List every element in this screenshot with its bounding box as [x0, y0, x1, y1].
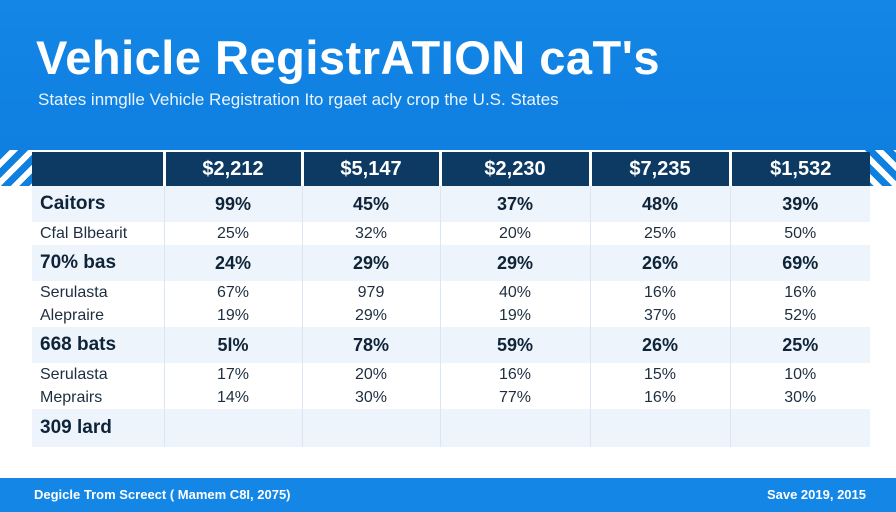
table-cell: 29% — [439, 245, 590, 281]
table-cell: 37% — [589, 304, 730, 327]
table-cell: 25% — [729, 327, 870, 363]
table-cell: 59% — [439, 327, 590, 363]
table-cell: 25% — [589, 222, 730, 245]
table-cell — [439, 409, 590, 447]
table-cell: 26% — [589, 327, 730, 363]
table-cell — [301, 409, 440, 447]
table-cell: 24% — [163, 245, 302, 281]
table-row: Caitors 99% 45% 37% 48% 39% — [32, 186, 870, 222]
table-cell: 52% — [729, 304, 870, 327]
table-cell: 40% — [439, 281, 590, 304]
footer-bar: Degicle Trom Screect ( Mamem C8I, 2075) … — [0, 478, 896, 512]
column-header: $5,147 — [300, 152, 440, 186]
decorative-stripe-left — [0, 150, 32, 186]
table-header-row: $2,212 $5,147 $2,230 $7,235 $1,532 — [32, 152, 870, 186]
table-cell — [163, 409, 302, 447]
row-label: Serulasta — [32, 363, 164, 386]
table-cell: 17% — [163, 363, 302, 386]
table-cell: 15% — [589, 363, 730, 386]
page-subtitle: States inmglle Vehicle Registration Ito … — [38, 90, 559, 109]
column-header: $2,212 — [162, 152, 302, 186]
table-row: Alepraire 19% 29% 19% 37% 52% — [32, 304, 870, 327]
table-cell: 10% — [729, 363, 870, 386]
table-cell: 77% — [439, 386, 590, 409]
row-label: Alepraire — [32, 304, 164, 327]
row-label: Caitors — [32, 186, 164, 222]
table-row: Serulasta 67% 979 40% 16% 16% — [32, 281, 870, 304]
table-row: 70% bas 24% 29% 29% 26% 69% — [32, 245, 870, 281]
table-cell: 26% — [589, 245, 730, 281]
column-header: $7,235 — [588, 152, 730, 186]
table-cell: 50% — [729, 222, 870, 245]
table-cell: 37% — [439, 186, 590, 222]
footer-date: Save 2019, 2015 — [766, 487, 866, 502]
table-cell — [729, 409, 870, 447]
row-label: 70% bas — [32, 245, 164, 281]
table-cell: 29% — [301, 304, 440, 327]
table-cell: 78% — [301, 327, 440, 363]
table-cell: 16% — [729, 281, 870, 304]
row-label: 668 bats — [32, 327, 164, 363]
table-cell: 39% — [729, 186, 870, 222]
table-row: Cfal Blbearit 25% 32% 20% 25% 50% — [32, 222, 870, 245]
row-label: Serulasta — [32, 281, 164, 304]
table-cell: 16% — [439, 363, 590, 386]
table-cell: 45% — [301, 186, 440, 222]
table-cell: 16% — [589, 281, 730, 304]
header-banner: Vehicle RegistrATION caT's States inmgll… — [0, 0, 896, 150]
table-cell: 30% — [729, 386, 870, 409]
table-cell — [589, 409, 730, 447]
table-cell: 69% — [729, 245, 870, 281]
table-row: Meprairs 14% 30% 77% 16% 30% — [32, 386, 870, 409]
table-cell: 25% — [163, 222, 302, 245]
table-cell: 48% — [589, 186, 730, 222]
table-cell: 67% — [163, 281, 302, 304]
footer-source: Degicle Trom Screect ( Mamem C8I, 2075) — [34, 487, 291, 502]
table-cell: 19% — [163, 304, 302, 327]
table-cell: 29% — [301, 245, 440, 281]
row-label: Cfal Blbearit — [32, 222, 164, 245]
table-cell: 30% — [301, 386, 440, 409]
table-row: 309 lard — [32, 409, 870, 447]
row-label: Meprairs — [32, 386, 164, 409]
column-header: $1,532 — [728, 152, 870, 186]
row-label: 309 lard — [32, 409, 164, 447]
page-title: Vehicle RegistrATION caT's — [36, 31, 661, 84]
table-cell: 20% — [301, 363, 440, 386]
table-row: 668 bats 5l% 78% 59% 26% 25% — [32, 327, 870, 363]
table-cell: 5l% — [163, 327, 302, 363]
table-cell: 14% — [163, 386, 302, 409]
table-cell: 32% — [301, 222, 440, 245]
table-cell: 20% — [439, 222, 590, 245]
column-header: $2,230 — [438, 152, 590, 186]
table-cell: 16% — [589, 386, 730, 409]
table-cell: 19% — [439, 304, 590, 327]
table-body: Caitors 99% 45% 37% 48% 39% Cfal Blbearit 25% 32… — [32, 186, 870, 447]
table-cell: 979 — [301, 281, 440, 304]
registration-table-area: $2,212 $5,147 $2,230 $7,235 $1,532 Caitors 99… — [32, 152, 870, 468]
table-cell: 99% — [163, 186, 302, 222]
registration-table: $2,212 $5,147 $2,230 $7,235 $1,532 Caitors 99… — [32, 152, 870, 447]
column-header-blank — [32, 152, 164, 186]
table-row: Serulasta 17% 20% 16% 15% 10% — [32, 363, 870, 386]
